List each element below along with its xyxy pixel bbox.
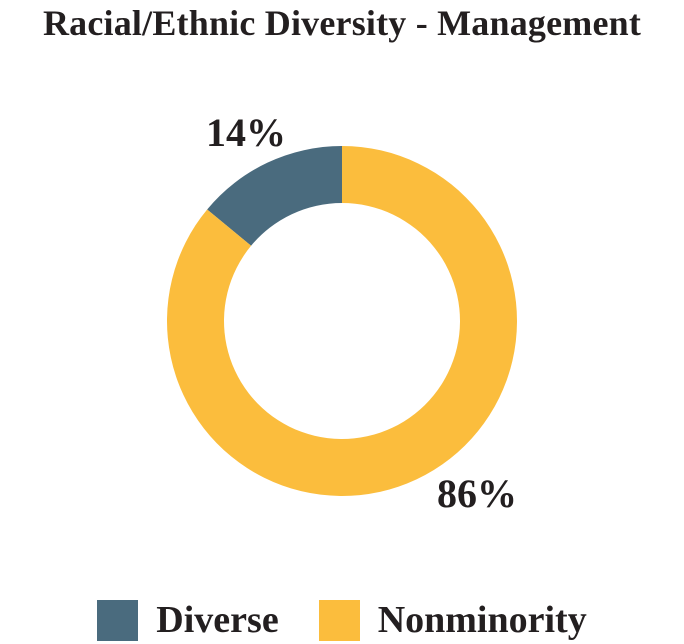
donut-chart: 14% 86%: [167, 110, 518, 516]
legend: Diverse Nonminority: [0, 596, 684, 644]
legend-item-nonminority: Nonminority: [318, 598, 587, 642]
donut-slice-diverse: [207, 146, 342, 246]
chart-title: Racial/Ethnic Diversity - Management: [42, 3, 642, 43]
donut-slice-nonminority: [167, 146, 518, 497]
data-label-diverse: 14%: [206, 110, 286, 155]
legend-label-nonminority: Nonminority: [377, 599, 587, 641]
data-label-nonminority: 86%: [437, 471, 517, 516]
legend-label-diverse: Diverse: [156, 599, 279, 641]
legend-swatch-nonminority: [318, 599, 360, 641]
legend-swatch-diverse: [97, 599, 139, 641]
legend-item-diverse: Diverse: [97, 598, 279, 642]
